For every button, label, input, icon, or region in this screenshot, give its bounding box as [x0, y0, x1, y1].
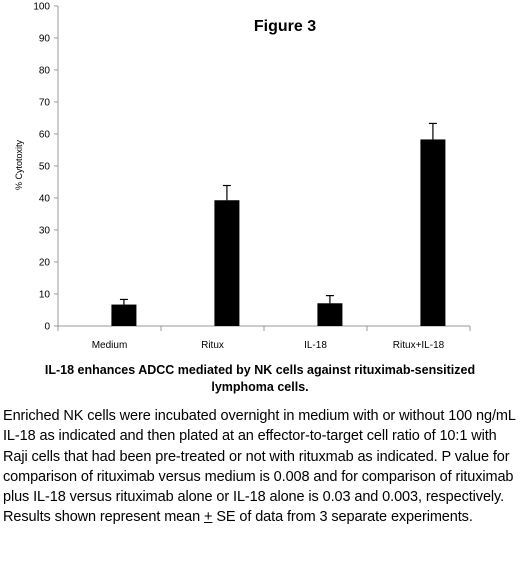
- bar: [420, 139, 446, 326]
- y-tick-label: 60: [39, 130, 51, 141]
- y-tick-label: 90: [39, 34, 51, 45]
- x-tick-label: Ritux: [201, 340, 224, 351]
- bar-chart: Figure 3 0 10 20 30 40 50 60 70 80 90 100 Medium Ri…: [14, 2, 471, 351]
- y-tick-label: 30: [39, 226, 51, 237]
- y-tick-label: 70: [39, 98, 51, 109]
- x-tick-label: IL-18: [304, 340, 327, 351]
- plus-minus-symbol: +: [204, 509, 213, 526]
- x-tick-label: Ritux+IL-18: [393, 340, 445, 351]
- x-tick-labels: Medium Ritux IL-18 Ritux+IL-18: [92, 340, 445, 351]
- y-tick-label: 50: [39, 162, 51, 173]
- y-tick-label: 40: [39, 194, 51, 205]
- bar: [214, 200, 240, 326]
- x-tick-label: Medium: [92, 340, 128, 351]
- y-tick-label: 10: [39, 290, 51, 301]
- bar: [317, 303, 343, 326]
- y-tick-label: 20: [39, 258, 51, 269]
- figure-caption-title: IL-18 enhances ADCC mediated by NK cells…: [44, 363, 476, 394]
- y-tick-label: 80: [39, 66, 51, 77]
- caption-text-end: SE of data from 3 separate experiments.: [212, 509, 473, 526]
- y-tick-label: 100: [33, 2, 50, 13]
- caption-text-main: Enriched NK cells were incubated overnig…: [3, 408, 516, 526]
- bar: [111, 304, 137, 326]
- y-tick-label: 0: [44, 322, 50, 333]
- chart-axes: 0 10 20 30 40 50 60 70 80 90 100: [33, 2, 471, 333]
- chart-title: Figure 3: [254, 18, 316, 35]
- y-axis-label: % Cytotoxity: [14, 139, 24, 190]
- figure-caption-body: Enriched NK cells were incubated overnig…: [3, 406, 517, 528]
- bar-group: [111, 122, 446, 326]
